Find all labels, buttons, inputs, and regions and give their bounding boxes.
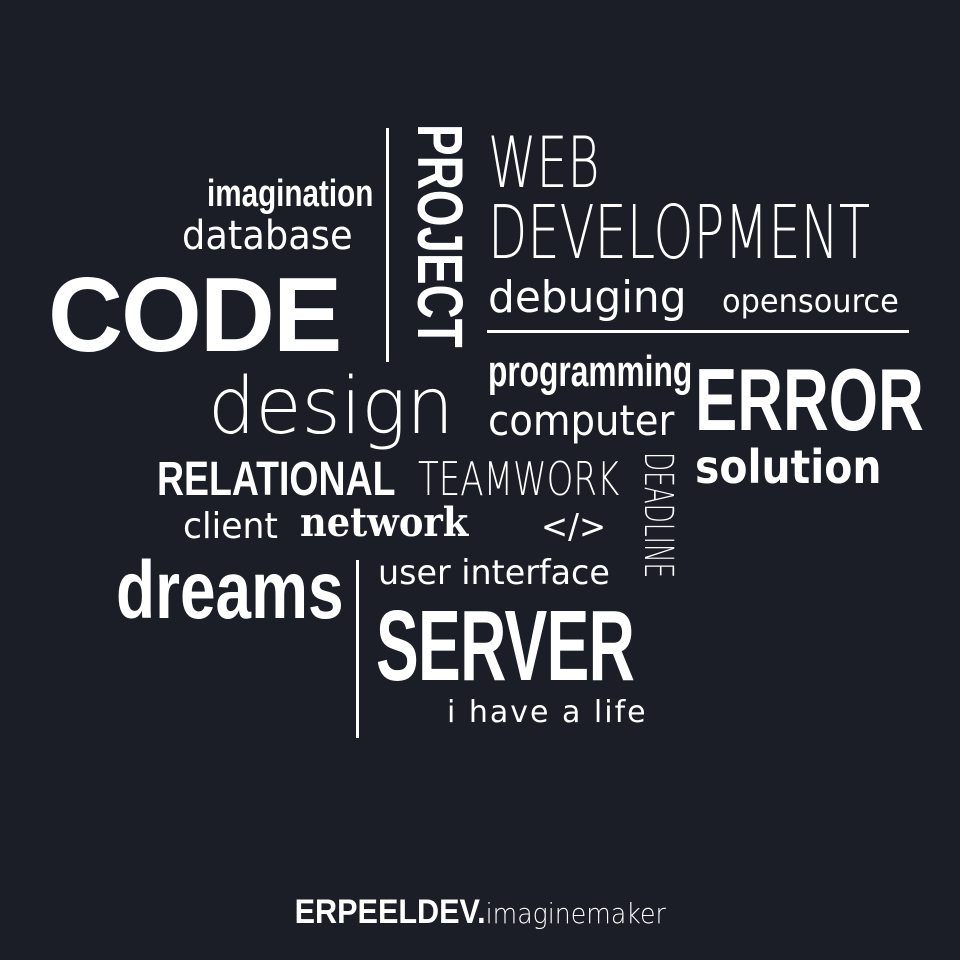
word-deadline: DEADLINE [635,452,681,579]
word-solution: solution [695,440,882,494]
word-database: database [182,213,353,259]
word-teamwork: TEAMWORK [418,452,620,506]
word-opensource: opensource [722,282,899,320]
word-project: PROJECT [404,124,476,348]
word-code: CODE [48,256,342,374]
word-server: SERVER [376,590,635,702]
word-user-interface: user interface [378,553,610,593]
footer-tagline: imaginemaker [485,897,666,930]
word-design: design [208,362,454,452]
word-imagination: imagination [207,173,374,215]
word-network: network [300,499,469,546]
word-dreams: dreams [116,545,344,636]
vertical-divider-bottom [356,560,359,738]
word-client: client [183,506,278,547]
footer-brand: ERPEELDEV. [294,893,486,931]
word-debuging: debuging [488,272,687,323]
vertical-divider-top [386,128,389,362]
word-error: ERROR [695,350,924,449]
footer-signature: ERPEELDEV.imaginemaker [0,895,960,935]
word-web: WEB [488,122,600,204]
word-computer: computer [488,396,675,445]
horizontal-divider [487,330,909,333]
footer-inner: ERPEELDEV.imaginemaker [294,895,665,929]
word-development: DEVELOPMENT [488,190,871,276]
word-i-have-a-life: i have a life [447,695,648,730]
word-code-tag: </> [541,507,607,547]
word-programming: programming [488,347,693,396]
word-relational: RELATIONAL [157,453,396,506]
